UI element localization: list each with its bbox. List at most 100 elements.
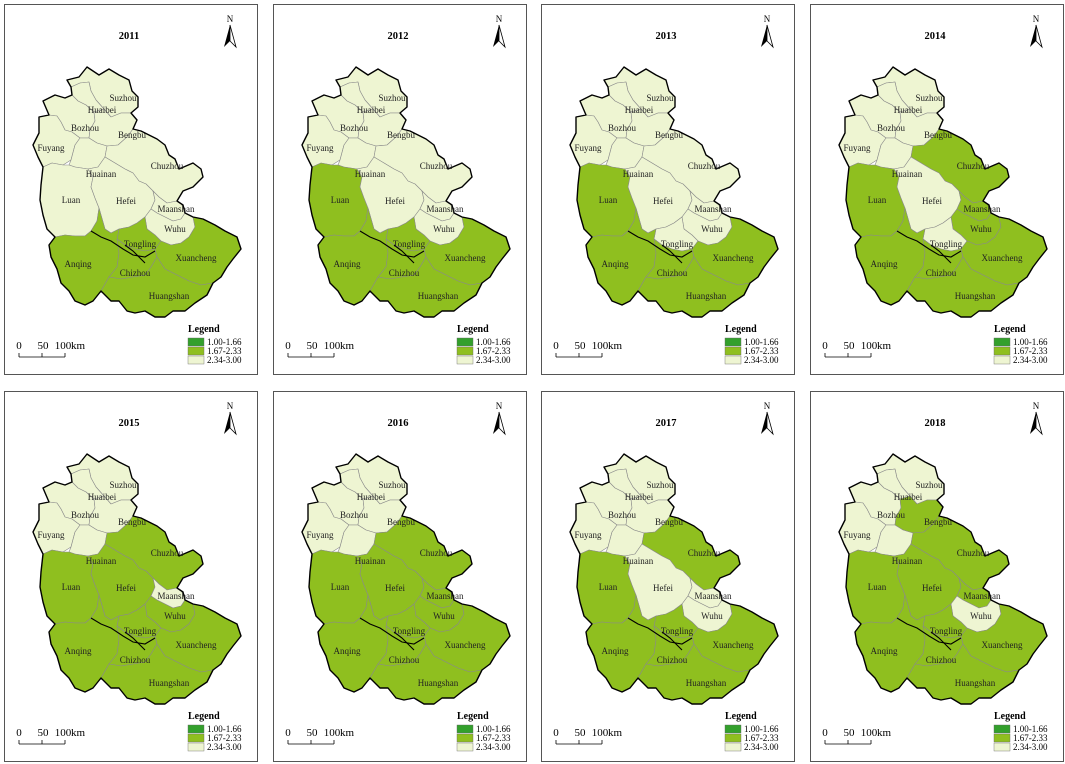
city-label-xuancheng: Xuancheng xyxy=(713,253,754,263)
city-label-chuzhou: Chuzhou xyxy=(151,548,184,558)
city-label-fuyang: Fuyang xyxy=(38,143,66,153)
city-label-tongling: Tongling xyxy=(393,239,426,249)
scale-tick-label: 0 xyxy=(285,727,291,739)
scale-unit-label: km xyxy=(608,340,623,352)
map-svg-2012: 2012 N Suzhou Huaibei Bozhou Bengbu Fuyang Huai… xyxy=(285,14,511,365)
river-line xyxy=(90,617,156,645)
legend-swatch-2 xyxy=(993,733,1011,743)
river-line xyxy=(661,244,683,264)
legend-label-1: 1.00-1.66 xyxy=(476,337,511,347)
province-outline xyxy=(838,66,1048,318)
legend-title: Legend xyxy=(188,324,220,335)
map-panel-2016: 2016 N Suzhou Huaibei Bozhou Bengbu Fuyang Huai… xyxy=(273,391,527,762)
city-label-chizhou: Chizhou xyxy=(657,655,688,665)
legend-label-2: 1.67-2.33 xyxy=(207,733,242,743)
legend-swatch-1 xyxy=(724,337,742,347)
scale-tick-label: 100 xyxy=(861,727,878,739)
river-line xyxy=(661,631,683,651)
city-label-xuancheng: Xuancheng xyxy=(982,253,1023,263)
city-label-huainan: Huainan xyxy=(355,556,386,566)
city-label-tongling: Tongling xyxy=(661,626,694,636)
city-label-tongling: Tongling xyxy=(393,626,426,636)
city-label-luan: Luan xyxy=(62,582,81,592)
legend-label-3: 2.34-3.00 xyxy=(1013,742,1048,752)
north-arrow-icon: N xyxy=(224,401,237,436)
legend-swatch-2 xyxy=(724,346,742,356)
city-label-suzhou: Suzhou xyxy=(110,480,138,490)
legend-label-3: 2.34-3.00 xyxy=(744,742,779,752)
scale-tick-label: 100 xyxy=(324,727,341,739)
city-label-anqing: Anqing xyxy=(602,646,630,656)
city-label-fuyang: Fuyang xyxy=(844,143,872,153)
scale-bar: 0 50 100 km xyxy=(16,727,86,745)
city-label-bozhou: Bozhou xyxy=(877,123,905,133)
legend-swatch-2 xyxy=(187,733,205,743)
year-title: 2014 xyxy=(925,31,947,42)
river-line xyxy=(393,244,415,264)
city-label-huaibei: Huaibei xyxy=(357,105,386,115)
city-label-suzhou: Suzhou xyxy=(379,93,407,103)
scale-tick-label: 50 xyxy=(844,727,856,739)
river-line xyxy=(359,230,425,258)
legend-label-2: 1.67-2.33 xyxy=(476,346,511,356)
scale-tick-label: 50 xyxy=(575,340,587,352)
city-label-chizhou: Chizhou xyxy=(120,268,151,278)
legend: Legend 1.00-1.661.67-2.332.34-3.00 xyxy=(456,324,511,365)
legend-label-2: 1.67-2.33 xyxy=(1013,733,1048,743)
legend: Legend 1.00-1.661.67-2.332.34-3.00 xyxy=(456,711,511,752)
city-label-luan: Luan xyxy=(62,195,81,205)
scale-tick-label: 0 xyxy=(285,340,291,352)
city-label-luan: Luan xyxy=(868,582,887,592)
scale-tick-label: 0 xyxy=(553,340,559,352)
city-label-huainan: Huainan xyxy=(892,556,923,566)
city-label-chizhou: Chizhou xyxy=(657,268,688,278)
city-label-hefei: Hefei xyxy=(922,196,942,206)
legend-label-2: 1.67-2.33 xyxy=(744,733,779,743)
legend-label-1: 1.00-1.66 xyxy=(744,724,779,734)
scale-tick-label: 50 xyxy=(844,340,856,352)
map-svg-2013: 2013 N Suzhou Huaibei Bozhou Bengbu Fuyang Huai… xyxy=(553,14,779,365)
scale-bar: 0 50 100 km xyxy=(553,727,623,745)
legend-swatch-2 xyxy=(993,346,1011,356)
city-label-anqing: Anqing xyxy=(334,259,362,269)
regions xyxy=(569,66,779,318)
city-label-luan: Luan xyxy=(868,195,887,205)
map-svg-2011: 2011 N Suzhou Huaibei Bozhou Bengbu Fuyang Huai… xyxy=(16,14,242,365)
city-label-bozhou: Bozhou xyxy=(877,510,905,520)
city-label-anqing: Anqing xyxy=(602,259,630,269)
city-label-suzhou: Suzhou xyxy=(379,480,407,490)
map-panel-2013: 2013 N Suzhou Huaibei Bozhou Bengbu Fuyang Huai… xyxy=(541,4,795,375)
city-label-chuzhou: Chuzhou xyxy=(957,161,990,171)
province-outline xyxy=(301,66,511,318)
scale-bar: 0 50 100 km xyxy=(285,340,355,358)
legend-swatch-3 xyxy=(724,355,742,365)
city-label-chizhou: Chizhou xyxy=(389,268,420,278)
legend-swatch-3 xyxy=(456,355,474,365)
legend-title: Legend xyxy=(457,324,489,335)
legend-label-2: 1.67-2.33 xyxy=(744,346,779,356)
legend: Legend 1.00-1.661.67-2.332.34-3.00 xyxy=(187,711,242,752)
scale-bar: 0 50 100 km xyxy=(822,727,892,745)
scale-tick-label: 100 xyxy=(55,727,72,739)
scale-unit-label: km xyxy=(340,340,355,352)
year-title: 2011 xyxy=(119,31,139,42)
city-label-huangshan: Huangshan xyxy=(955,291,996,301)
province-outline xyxy=(569,453,779,705)
scale-tick-label: 50 xyxy=(307,340,319,352)
legend: Legend 1.00-1.661.67-2.332.34-3.00 xyxy=(993,324,1048,365)
city-label-bozhou: Bozhou xyxy=(608,123,636,133)
regions xyxy=(569,453,779,705)
map-panel-2015: 2015 N Suzhou Huaibei Bozhou Bengbu Fuyang Huai… xyxy=(4,391,258,762)
city-label-anqing: Anqing xyxy=(65,646,93,656)
city-label-hefei: Hefei xyxy=(385,196,405,206)
legend-swatch-1 xyxy=(456,337,474,347)
city-label-anqing: Anqing xyxy=(871,646,899,656)
city-label-chuzhou: Chuzhou xyxy=(151,161,184,171)
regions xyxy=(301,66,511,318)
city-label-hefei: Hefei xyxy=(385,583,405,593)
city-label-huangshan: Huangshan xyxy=(686,291,727,301)
city-label-suzhou: Suzhou xyxy=(916,93,944,103)
city-label-fuyang: Fuyang xyxy=(575,143,603,153)
city-label-wuhu: Wuhu xyxy=(970,611,992,621)
city-label-wuhu: Wuhu xyxy=(433,224,455,234)
